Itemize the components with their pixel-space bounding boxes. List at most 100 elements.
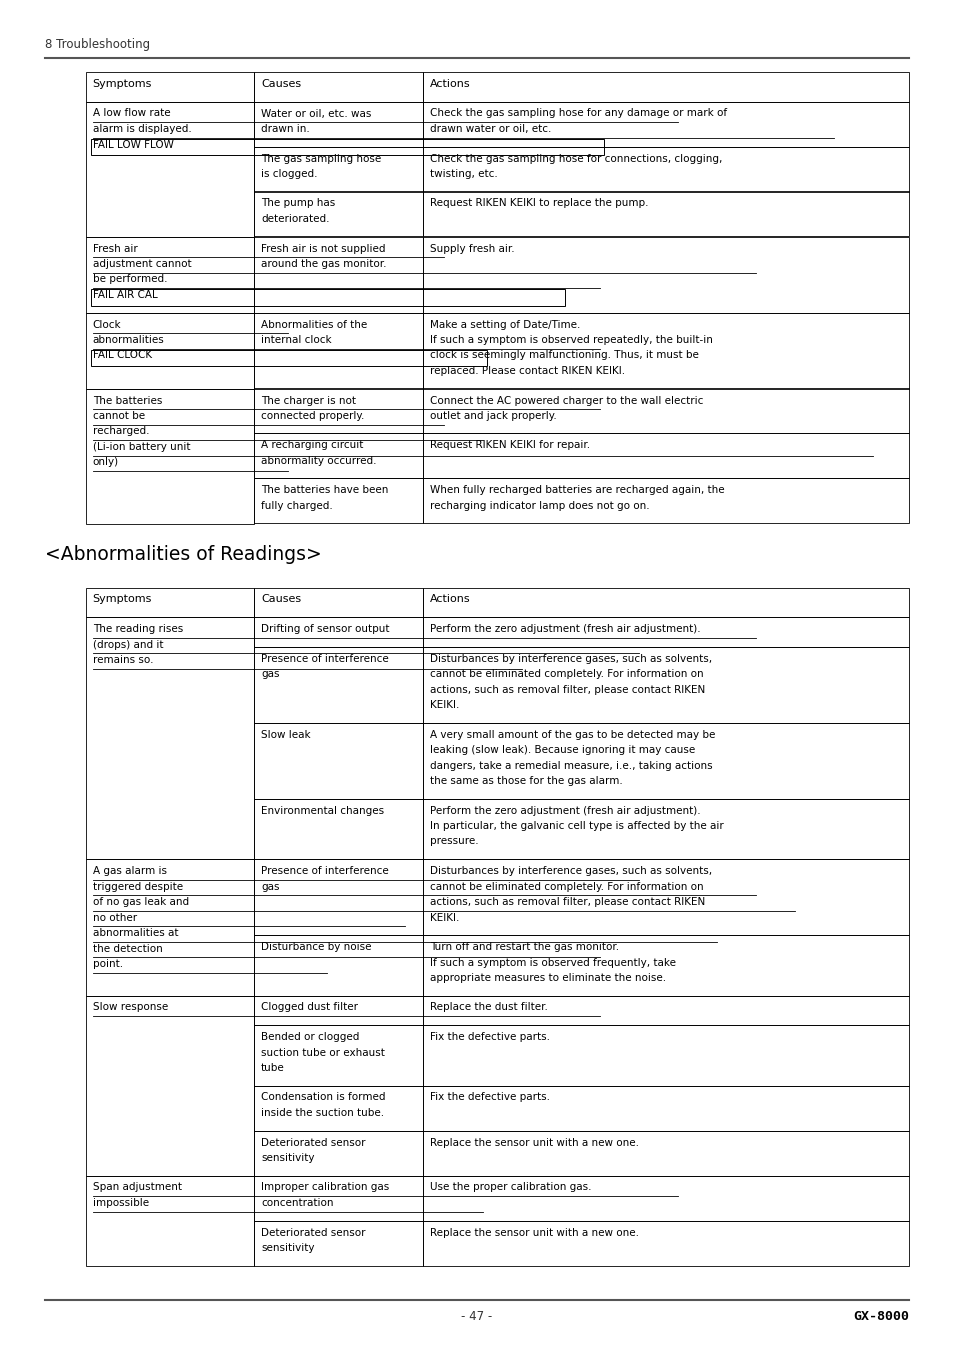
Text: Slow leak: Slow leak <box>261 730 311 739</box>
Text: appropriate measures to eliminate the noise.: appropriate measures to eliminate the no… <box>429 973 665 984</box>
Text: Actions: Actions <box>429 78 470 89</box>
Text: Deteriorated sensor: Deteriorated sensor <box>261 1228 365 1238</box>
Text: Use the proper calibration gas.: Use the proper calibration gas. <box>429 1182 591 1193</box>
Text: around the gas monitor.: around the gas monitor. <box>261 259 386 269</box>
Text: of no gas leak and: of no gas leak and <box>92 897 189 907</box>
Text: connected properly.: connected properly. <box>261 411 364 422</box>
Bar <box>86 72 253 101</box>
Bar <box>253 192 422 236</box>
Text: pressure.: pressure. <box>429 836 477 847</box>
Text: Fix the defective parts.: Fix the defective parts. <box>429 1093 549 1102</box>
Text: recharged.: recharged. <box>92 427 149 436</box>
Text: Abnormalities of the: Abnormalities of the <box>261 319 367 330</box>
Bar <box>253 72 422 101</box>
Text: point.: point. <box>92 959 123 969</box>
Text: Presence of interference: Presence of interference <box>261 866 389 875</box>
Text: Replace the sensor unit with a new one.: Replace the sensor unit with a new one. <box>429 1138 638 1147</box>
Text: Supply fresh air.: Supply fresh air. <box>429 243 514 254</box>
Text: abnormalities: abnormalities <box>92 335 164 345</box>
Bar <box>253 1025 422 1085</box>
Text: Fix the defective parts.: Fix the defective parts. <box>429 1032 549 1042</box>
Bar <box>253 859 422 935</box>
Text: The reading rises: The reading rises <box>92 624 183 634</box>
Text: is clogged.: is clogged. <box>261 169 317 178</box>
Text: Water or oil, etc. was: Water or oil, etc. was <box>261 108 371 119</box>
Text: Request RIKEN KEIKI to replace the pump.: Request RIKEN KEIKI to replace the pump. <box>429 199 647 208</box>
Bar <box>253 935 422 996</box>
Text: inside the suction tube.: inside the suction tube. <box>261 1108 384 1119</box>
Bar <box>86 996 253 1175</box>
Text: Fresh air is not supplied: Fresh air is not supplied <box>261 243 385 254</box>
Text: cannot be eliminated completely. For information on: cannot be eliminated completely. For inf… <box>429 881 702 892</box>
Bar <box>422 192 908 236</box>
Text: gas: gas <box>261 669 279 680</box>
Bar <box>422 1025 908 1085</box>
Bar <box>253 236 422 312</box>
Text: adjustment cannot: adjustment cannot <box>92 259 191 269</box>
Text: 8 Troubleshooting: 8 Troubleshooting <box>45 38 150 51</box>
Text: drawn water or oil, etc.: drawn water or oil, etc. <box>429 124 551 134</box>
Text: sensitivity: sensitivity <box>261 1152 314 1163</box>
Text: triggered despite: triggered despite <box>92 881 183 892</box>
Text: Deteriorated sensor: Deteriorated sensor <box>261 1138 365 1147</box>
Text: Check the gas sampling hose for any damage or mark of: Check the gas sampling hose for any dama… <box>429 108 726 119</box>
Bar <box>253 588 422 617</box>
Text: Bended or clogged: Bended or clogged <box>261 1032 359 1042</box>
Text: FAIL AIR CAL: FAIL AIR CAL <box>92 290 157 300</box>
Text: The batteries: The batteries <box>92 396 162 405</box>
Text: Causes: Causes <box>261 594 301 604</box>
Text: A low flow rate: A low flow rate <box>92 108 170 119</box>
Text: gas: gas <box>261 881 279 892</box>
Bar <box>253 723 422 798</box>
Text: Symptoms: Symptoms <box>92 78 152 89</box>
Bar <box>422 236 908 312</box>
Text: no other: no other <box>92 912 136 923</box>
Text: - 47 -: - 47 - <box>461 1310 492 1323</box>
Text: Perform the zero adjustment (fresh air adjustment).: Perform the zero adjustment (fresh air a… <box>429 805 700 816</box>
Bar <box>253 617 422 647</box>
Bar <box>422 1175 908 1220</box>
Text: If such a symptom is observed repeatedly, the built-in: If such a symptom is observed repeatedly… <box>429 335 712 345</box>
Bar <box>422 859 908 935</box>
Text: Causes: Causes <box>261 78 301 89</box>
Text: A very small amount of the gas to be detected may be: A very small amount of the gas to be det… <box>429 730 714 739</box>
Text: A gas alarm is: A gas alarm is <box>92 866 167 875</box>
Text: internal clock: internal clock <box>261 335 332 345</box>
Text: Request RIKEN KEIKI for repair.: Request RIKEN KEIKI for repair. <box>429 440 589 450</box>
Text: be performed.: be performed. <box>92 274 167 285</box>
Text: Connect the AC powered charger to the wall electric: Connect the AC powered charger to the wa… <box>429 396 702 405</box>
Text: Make a setting of Date/Time.: Make a setting of Date/Time. <box>429 319 579 330</box>
Text: GX-8000: GX-8000 <box>852 1310 908 1323</box>
Text: Turn off and restart the gas monitor.: Turn off and restart the gas monitor. <box>429 942 618 952</box>
Bar <box>253 1220 422 1266</box>
Text: sensitivity: sensitivity <box>261 1243 314 1252</box>
Bar <box>422 723 908 798</box>
Bar <box>422 935 908 996</box>
Text: A recharging circuit: A recharging circuit <box>261 440 363 450</box>
Bar <box>86 236 253 312</box>
Text: KEIKI.: KEIKI. <box>429 912 458 923</box>
Text: Condensation is formed: Condensation is formed <box>261 1093 385 1102</box>
Bar <box>253 1131 422 1175</box>
Bar <box>91 289 564 305</box>
Text: In particular, the galvanic cell type is affected by the air: In particular, the galvanic cell type is… <box>429 821 722 831</box>
Text: concentration: concentration <box>261 1198 334 1208</box>
Text: deteriorated.: deteriorated. <box>261 213 329 224</box>
Bar <box>253 798 422 859</box>
Bar <box>422 798 908 859</box>
Bar <box>422 146 908 192</box>
Text: actions, such as removal filter, please contact RIKEN: actions, such as removal filter, please … <box>429 897 704 907</box>
Text: outlet and jack properly.: outlet and jack properly. <box>429 411 556 422</box>
Text: Replace the dust filter.: Replace the dust filter. <box>429 1002 547 1012</box>
Text: clock is seemingly malfunctioning. Thus, it must be: clock is seemingly malfunctioning. Thus,… <box>429 350 698 361</box>
Bar <box>91 139 603 155</box>
Bar <box>422 434 908 478</box>
Bar <box>91 350 486 366</box>
Text: If such a symptom is observed frequently, take: If such a symptom is observed frequently… <box>429 958 675 967</box>
Bar <box>86 617 253 859</box>
Text: tube: tube <box>261 1063 285 1073</box>
Text: (drops) and it: (drops) and it <box>92 639 163 650</box>
Text: remains so.: remains so. <box>92 655 152 665</box>
Text: KEIKI.: KEIKI. <box>429 700 458 711</box>
Bar <box>86 1175 253 1266</box>
